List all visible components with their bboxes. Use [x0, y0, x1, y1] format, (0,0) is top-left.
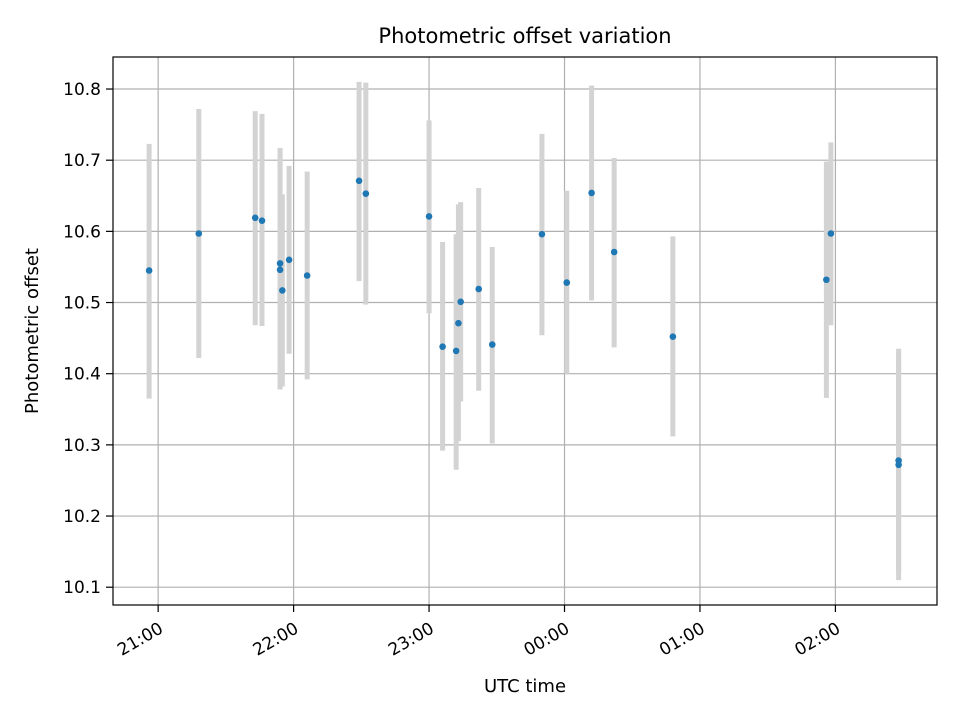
y-tick-label: 10.7 — [63, 151, 101, 171]
data-point — [455, 319, 462, 327]
chart-title: Photometric offset variation — [378, 24, 671, 48]
y-axis: 10.1 10.2 10.3 10.4 10.5 10.6 10.7 10.8 — [63, 80, 113, 598]
data-point — [823, 276, 830, 284]
data-point — [355, 177, 363, 185]
data-point — [563, 279, 571, 286]
data-point — [610, 248, 618, 256]
data-point — [588, 189, 595, 197]
data-point — [362, 190, 370, 197]
data-point — [669, 333, 677, 340]
data-point — [452, 347, 460, 355]
data-point — [827, 230, 835, 237]
data-point — [303, 272, 311, 279]
data-point — [425, 213, 433, 220]
y-axis-label: Photometric offset — [22, 248, 43, 414]
y-tick-label: 10.6 — [63, 222, 101, 242]
data-point — [895, 461, 902, 469]
y-tick-label: 10.5 — [63, 294, 101, 314]
data-point — [457, 298, 464, 306]
plot-frame — [112, 56, 938, 606]
data-point — [195, 230, 203, 237]
data-point — [145, 267, 153, 274]
data-point — [439, 343, 446, 350]
data-point — [285, 256, 293, 264]
data-point — [279, 287, 286, 294]
data-point — [276, 260, 284, 267]
y-tick-label: 10.4 — [63, 365, 101, 385]
data-point — [258, 217, 266, 224]
y-tick-label: 10.8 — [63, 80, 101, 100]
data-point — [488, 341, 496, 348]
data-point — [475, 285, 483, 293]
data-point — [538, 230, 546, 238]
data-point — [251, 214, 259, 222]
point-layer — [145, 177, 902, 469]
data-point — [276, 266, 284, 274]
y-tick-label: 10.3 — [63, 436, 101, 456]
x-axis-label: UTC time — [484, 676, 566, 697]
y-tick-label: 10.2 — [63, 507, 101, 527]
y-tick-label: 10.1 — [63, 578, 101, 598]
